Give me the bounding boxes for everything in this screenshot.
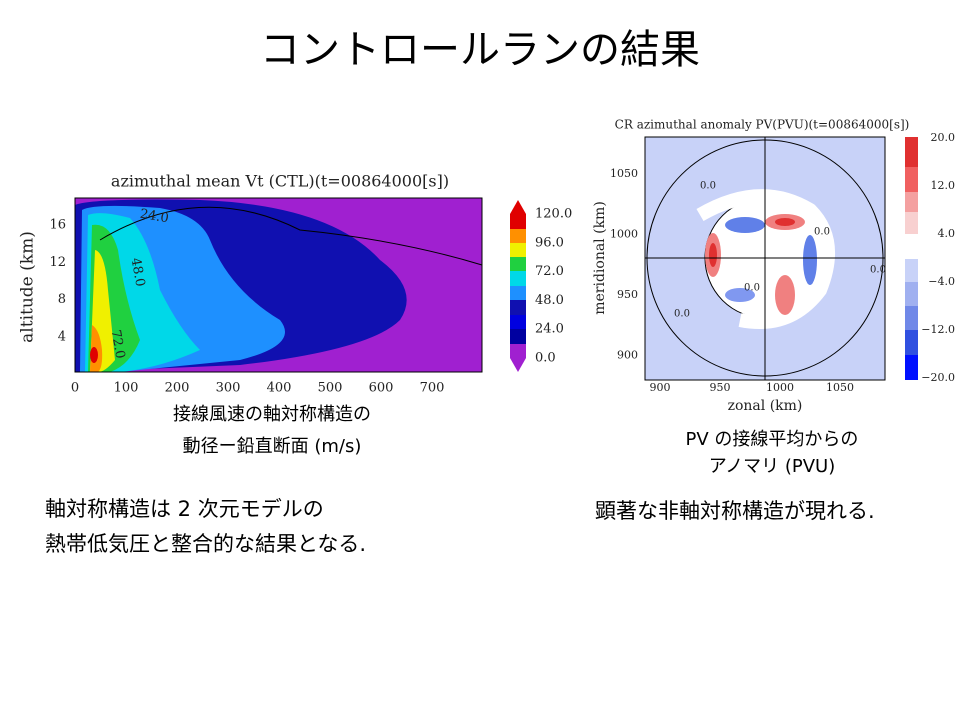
colorbar-label: −20.0 [921,371,955,384]
right-plot [644,136,886,381]
x-tick-label: 500 [318,381,343,396]
y-tick-label: 12 [49,255,66,270]
colorbar-label: 120.0 [535,207,572,222]
colorbar-label: −4.0 [928,275,955,288]
colorbar-label: 96.0 [535,235,564,250]
caption: 接線風速の軸対称構造の [173,404,371,425]
y-tick-label: 900 [617,349,638,362]
x-tick-label: 200 [165,381,190,396]
colorbar-label: −12.0 [921,323,955,336]
y-tick-label: 1000 [610,228,638,241]
y-tick-label: 4 [58,329,66,344]
x-tick-label: 900 [650,381,671,394]
body-text: 顕著な非軸対称構造が現れる. [595,499,875,523]
x-tick-label: 0 [71,381,79,396]
colorbar-label: 20.0 [931,131,956,144]
y-tick-label: 950 [617,288,638,301]
x-tick-label: 400 [267,381,292,396]
y-tick-label: 8 [58,292,66,307]
body-text: 熱帯低気圧と整合的な結果となる. [45,532,366,556]
colorbar [510,200,526,372]
contour-label: 0.0 [870,265,886,276]
x-tick-label: 600 [369,381,394,396]
x-label: zonal (km) [728,398,803,414]
y-label: altitude (km) [18,231,38,343]
y-label: meridional (km) [592,201,608,315]
y-tick-label: 1050 [610,167,638,180]
caption: 動径ー鉛直断面 (m/s) [183,436,362,457]
plot-title: azimuthal mean Vt (CTL)(t=00864000[s]) [111,172,449,191]
colorbar-label: 72.0 [535,264,564,279]
colorbar-label: 12.0 [931,179,956,192]
contour-label: 48.0 [128,257,148,288]
colorbar-label: 0.0 [535,351,556,366]
x-tick-label: 100 [114,381,139,396]
contour-label: 0.0 [700,181,716,192]
x-tick-label: 300 [216,381,241,396]
contour-label: 72.0 [108,329,128,360]
contour-label: 0.0 [814,227,830,238]
x-tick-label: 700 [420,381,445,396]
contour-label: 0.0 [744,283,760,294]
caption: PV の接線平均からの [686,429,859,450]
body-text: 軸対称構造は 2 次元モデルの [45,497,324,521]
x-tick-label: 1050 [826,381,854,394]
contour-label: 24.0 [139,207,170,227]
colorbar-label: 24.0 [535,322,564,337]
slide-title: コントロールランの結果 [260,27,700,73]
colorbar-label: 48.0 [535,293,564,308]
x-tick-label: 1000 [766,381,794,394]
colorbar-label: 4.0 [938,227,956,240]
y-tick-label: 16 [49,218,66,233]
contour-label: 0.0 [674,309,690,320]
x-tick-label: 950 [710,381,731,394]
plot-title: CR azimuthal anomaly PV(PVU)(t=00864000[… [615,118,910,132]
left-plot [74,197,483,373]
caption: アノマリ (PVU) [709,456,836,477]
colorbar [905,137,918,380]
